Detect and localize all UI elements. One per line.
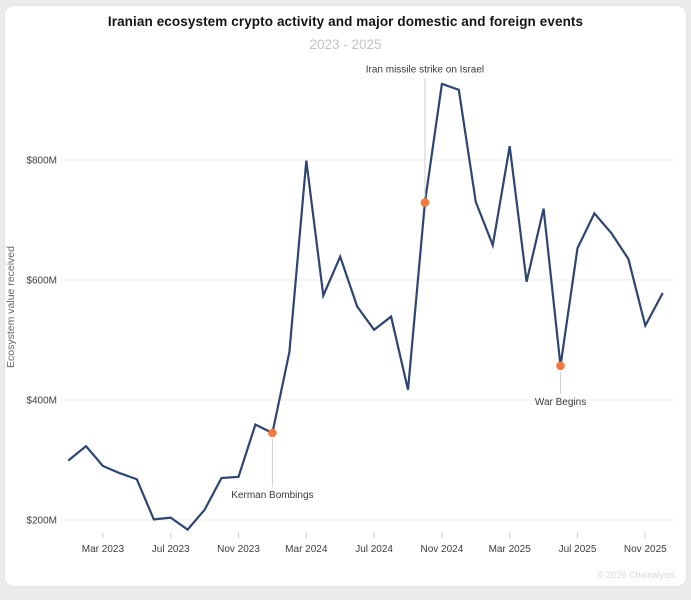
chart-card (4, 5, 687, 587)
y-tick-label: $400M (26, 396, 57, 407)
x-tick-label: Mar 2024 (285, 544, 328, 555)
x-tick-label: Mar 2025 (489, 544, 532, 555)
x-tick-label: Nov 2024 (420, 544, 463, 555)
chart-subtitle: 2023 - 2025 (309, 37, 382, 52)
event-label: Iran missile strike on Israel (366, 65, 484, 76)
event-label: Kerman Bombings (231, 490, 313, 501)
copyright-watermark: © 2026 Chainalysis (597, 570, 675, 580)
x-tick-label: Mar 2023 (82, 544, 125, 555)
x-tick-label: Jul 2025 (559, 544, 597, 555)
x-tick-label: Jul 2023 (152, 544, 190, 555)
y-axis-title: Ecosystem value received (5, 246, 17, 368)
y-tick-label: $800M (26, 156, 57, 167)
event-dot (268, 428, 277, 438)
x-tick-label: Nov 2023 (217, 544, 260, 555)
event-label: War Begins (535, 397, 586, 408)
x-tick-label: Jul 2024 (355, 544, 393, 555)
y-tick-label: $200M (26, 516, 57, 527)
series-line (67, 82, 664, 532)
event-dot (556, 361, 565, 371)
chart-title: Iranian ecosystem crypto activity and ma… (107, 14, 584, 29)
x-tick-label: Nov 2025 (624, 544, 667, 555)
event-dot (420, 198, 430, 207)
y-tick-label: $600M (26, 276, 57, 287)
